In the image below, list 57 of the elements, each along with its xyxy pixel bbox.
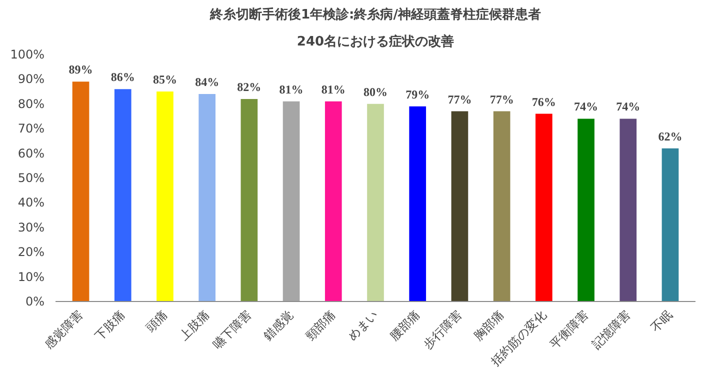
x-tick-label: 歩行障害	[420, 308, 465, 352]
bar	[367, 104, 384, 302]
y-tick-label: 0%	[25, 294, 45, 308]
data-label: 81%	[279, 82, 304, 96]
x-tick-label: 記憶障害	[589, 308, 634, 352]
bar	[198, 94, 216, 302]
bar	[451, 111, 468, 302]
y-tick-label: 10%	[18, 270, 44, 284]
bar	[156, 92, 174, 302]
data-label: 81%	[321, 82, 346, 96]
y-tick-label: 60%	[18, 146, 44, 160]
x-tick-label: 上肢痛	[176, 308, 212, 343]
bar	[536, 114, 552, 302]
data-label: 89%	[68, 62, 93, 77]
bar	[324, 101, 342, 302]
y-tick-label: 80%	[18, 96, 44, 111]
x-tick-label: 嚥下障害	[210, 308, 254, 352]
data-label: 86%	[110, 70, 135, 84]
bar	[409, 106, 426, 302]
x-tick-label: 腰部痛	[387, 308, 423, 343]
bar	[620, 118, 637, 302]
data-label: 85%	[152, 72, 177, 87]
y-tick-label: 70%	[18, 122, 44, 136]
x-tick-label: 頭痛	[143, 308, 170, 334]
data-label: 77%	[490, 92, 514, 106]
y-tick-label: 40%	[18, 196, 44, 210]
x-tick-label: 感覚障害	[42, 308, 86, 352]
bar	[282, 101, 300, 302]
bar	[578, 118, 594, 302]
data-label: 82%	[237, 80, 262, 94]
y-tick-label: 20%	[18, 245, 44, 260]
chart-title: 終糸切断手術後1年検診:終糸病/神経頭蓋脊柱症候群患者	[209, 6, 542, 22]
data-label: 76%	[532, 94, 556, 109]
data-label: 74%	[574, 100, 598, 114]
chart-subtitle: 240名における症状の改善	[296, 34, 454, 50]
data-label: 84%	[195, 75, 220, 90]
bar	[240, 98, 258, 302]
y-tick-label: 100%	[10, 48, 45, 62]
bar	[72, 82, 90, 302]
data-label: 62%	[658, 129, 682, 144]
bar	[493, 111, 510, 302]
x-tick-label: 胸部痛	[471, 308, 507, 343]
x-tick-label: 錯感覚	[260, 308, 296, 343]
bar	[114, 89, 132, 302]
data-label: 80%	[364, 84, 388, 99]
x-tick-label: 頸部痛	[302, 308, 338, 343]
data-label: 79%	[406, 87, 430, 102]
x-tick-label: めまい	[345, 308, 380, 343]
x-tick-label: 下肢痛	[92, 308, 128, 343]
y-tick-label: 90%	[18, 72, 44, 86]
y-tick-label: 30%	[18, 220, 44, 234]
bar	[662, 148, 679, 302]
y-tick-label: 50%	[18, 171, 44, 185]
data-label: 77%	[448, 92, 472, 106]
x-tick-label: 平衡障害	[547, 308, 591, 352]
x-tick-label: 不眠	[648, 308, 676, 334]
data-label: 74%	[616, 100, 640, 114]
